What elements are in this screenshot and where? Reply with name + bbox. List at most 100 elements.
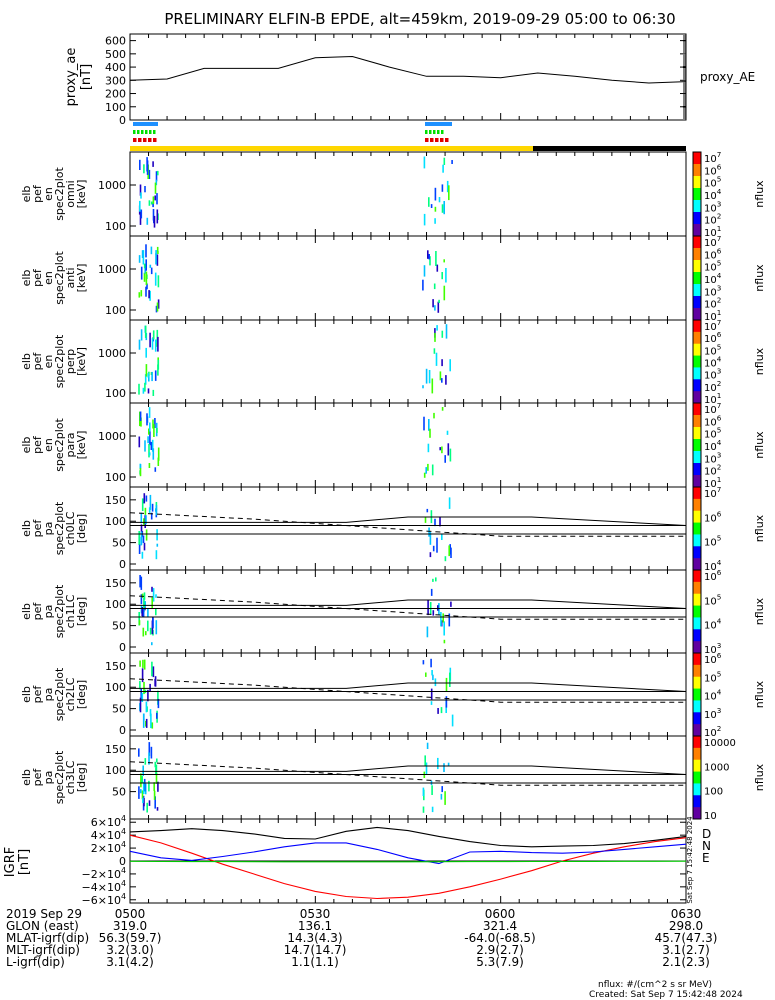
y-tick-label: 4×104 [91,827,126,842]
science-zone-tick [445,138,449,142]
colorbar-segment [693,558,701,571]
colorbar-segment [693,451,701,464]
flux-mark [141,607,143,617]
flux-mark [148,200,151,206]
flux-mark [438,197,441,203]
science-zone-bar [425,122,452,126]
flux-mark [422,787,425,796]
flux-mark [429,532,432,545]
colorbar-tick-label: 103 [704,706,721,721]
colorbar-segment [693,546,701,559]
colorbar-segment [693,164,701,177]
flux-mark [437,301,440,313]
flux-mark [140,576,143,590]
colorbar-tick-label: 101 [704,391,721,406]
flux-mark [432,545,435,552]
flux-mark [450,547,452,558]
colorbar-label: nflux [753,180,766,208]
colorbar-segment [693,641,701,654]
colorbar-segment [693,320,701,333]
flux-mark [156,529,158,541]
spectrogram-ylabel: pef [31,352,44,371]
colorbar-segment [693,176,701,189]
flux-mark [146,160,149,175]
flux-mark [155,772,158,784]
flux-mark [148,452,151,456]
flux-mark [142,659,144,668]
flux-mark [445,696,448,708]
colorbar-label: nflux [753,763,766,791]
flux-mark [145,271,148,285]
flux-mark [142,765,144,776]
spectrogram-ylabel: [deg] [75,763,88,792]
science-zone-tick [137,130,140,134]
time-axis-value: 45.7(47.3) [655,931,718,945]
flux-mark [157,364,159,376]
y-tick-label: 0 [119,641,126,654]
flux-mark [433,412,435,419]
spectrogram-ylabel: pa [42,605,55,619]
anti-loss-cone-line [129,512,686,537]
flux-mark [434,305,436,311]
flux-mark [145,515,147,525]
colorbar-tick-label: 10 [704,811,717,822]
flux-mark [438,603,440,616]
flux-mark [141,498,144,511]
colorbar-segment [693,487,701,500]
flux-mark [142,627,145,637]
anti-loss-cone-line [129,595,686,620]
colorbar-tick-label: 104 [704,271,722,286]
colorbar-segment [693,403,701,416]
igrf-series-line [129,842,687,865]
flux-mark [149,683,151,692]
flux-mark [140,512,143,524]
flux-mark [148,800,151,806]
flux-mark [152,448,155,460]
flux-mark [155,305,158,313]
flux-mark [143,542,146,551]
y-tick-label: −6×104 [82,892,126,907]
y-tick-label: 6×104 [91,814,126,829]
flux-mark [149,422,151,432]
flux-mark [152,666,155,678]
spectrogram-ylabel: [keV] [75,180,88,209]
science-zone-tick [429,130,432,134]
y-tick-label: 50 [112,786,126,799]
spectrogram-ylabel: elb [20,186,33,203]
science-zone-bar [133,122,158,126]
flux-mark [155,250,157,255]
flux-mark [434,206,437,212]
flux-mark [155,594,157,598]
flux-mark [146,217,149,225]
time-axis-value: 3.1(2.7) [662,943,710,957]
flux-mark [435,352,438,366]
flux-mark [447,762,450,767]
flux-mark [434,332,436,342]
y-tick-label: 0 [119,724,126,737]
flux-mark [156,209,159,224]
colorbar-segment [693,724,701,737]
colorbar-tick-label: 103 [704,367,721,382]
science-zone-tick [435,138,439,142]
colorbar-tick-label: 101 [704,475,721,490]
colorbar-segment [693,427,701,440]
colorbar-segment [693,617,701,630]
flux-mark [441,330,444,338]
y-tick-label: 50 [112,703,126,716]
flux-mark [448,613,451,627]
science-zone-tick [133,138,137,142]
flux-mark [156,246,159,252]
spectrogram-ylabel: omni [64,180,77,207]
flux-mark [149,332,151,348]
flux-mark [423,213,426,226]
colorbar-segment [693,783,701,796]
flux-mark [144,325,147,338]
y-tick-label: −4×104 [82,879,126,894]
flux-mark [148,507,151,513]
flux-mark [144,440,146,452]
flux-mark [145,495,148,502]
y-tick-label: 0 [119,558,126,571]
flux-mark [154,182,157,194]
flux-mark [428,370,431,384]
flux-mark [436,325,438,331]
